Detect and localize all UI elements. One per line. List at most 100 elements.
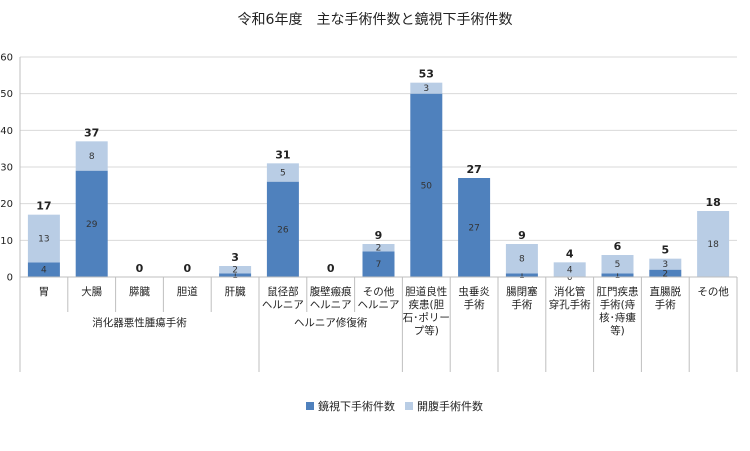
category-label: ヘルニア: [358, 299, 400, 311]
segment-data-label: 8: [519, 255, 525, 265]
y-axis: 0 10 20 30 40 50 60: [0, 53, 21, 284]
category-label: 胆道良性: [405, 285, 447, 298]
category-label: 腸閉塞: [506, 285, 538, 298]
segment-data-label: 13: [38, 235, 49, 245]
group-label: 消化器悪性腫瘍手術: [92, 316, 187, 329]
segment-data-label: 4: [41, 266, 47, 276]
category-label: その他: [363, 285, 395, 298]
bar-segment: [505, 244, 538, 274]
category-label: 鼠径部: [267, 285, 299, 298]
bar-segment: [553, 262, 586, 277]
segment-data-label: 1: [615, 271, 621, 281]
category-label: 肝臓: [225, 286, 246, 298]
segment-data-label: 5: [615, 260, 621, 270]
bar-total-label: 0: [327, 262, 335, 275]
bar-total-label: 0: [136, 262, 144, 275]
bar-segment: [362, 244, 395, 252]
segment-data-label: 26: [277, 225, 289, 235]
category-label: 虫垂炎: [458, 286, 490, 298]
segment-data-label: 2: [662, 269, 668, 279]
segment-data-label: 27: [468, 224, 479, 234]
bar-segment: [27, 262, 60, 277]
legend-entry: 鏡視下手術件数: [318, 399, 395, 413]
category-label: 膵臓: [129, 286, 150, 298]
bar-segment: [410, 93, 443, 278]
legend: 鏡視下手術件数 開腹手術件数: [306, 399, 483, 413]
segment-data-label: 4: [567, 266, 573, 276]
bar-total-label: 53: [419, 68, 434, 81]
y-tick-label: 50: [0, 89, 13, 100]
bar-total-label: 37: [84, 126, 99, 139]
bar-segment: [27, 214, 60, 263]
bar-total-label: 5: [661, 244, 669, 257]
x-axis: 胃大腸 膵臓 胆道 肝臓 鼠径部ヘルニア腹壁瘢痕ヘルニアその他ヘルニア胆道良性疾患(胆石…: [19, 276, 738, 372]
segment-data-label: 8: [89, 152, 95, 162]
y-tick-label: 40: [0, 126, 13, 137]
segment-data-label: 0: [567, 273, 573, 283]
segment-data-label: 5: [280, 169, 286, 179]
bar-total-label: 6: [614, 240, 622, 253]
bar-total-label: 27: [466, 163, 481, 176]
bar-total-label: 31: [275, 148, 290, 161]
bar-total-label: 17: [36, 200, 51, 213]
category-label: 手術: [655, 298, 676, 311]
bar-segment: [649, 269, 682, 277]
category-label: 大腸: [81, 285, 102, 298]
gridlines: [20, 56, 737, 278]
segment-data-label: 3: [662, 260, 668, 270]
category-label: 疾患(胆: [408, 298, 444, 311]
bar-segment: [75, 141, 108, 171]
group-label: ヘルニア修復術: [294, 316, 368, 329]
segment-data-label: 29: [86, 220, 98, 230]
bar-total-label: 18: [705, 196, 720, 209]
segment-data-label: 2: [376, 244, 382, 254]
legend-entry: 開腹手術件数: [417, 399, 483, 413]
bar-segment: [410, 82, 443, 94]
bar-segment: [458, 178, 491, 277]
segment-data-label: 2: [232, 266, 238, 276]
bar-segment: [219, 273, 252, 277]
category-label: 胃: [39, 286, 50, 298]
y-tick-label: 20: [0, 199, 13, 210]
y-tick-label: 0: [7, 273, 13, 284]
category-label: その他: [697, 285, 729, 298]
y-tick-label: 30: [0, 163, 13, 174]
bar-segment: [601, 255, 634, 274]
bar-segment: [75, 170, 108, 277]
legend-swatch: [306, 402, 314, 410]
bar-total-label: 4: [566, 247, 574, 260]
y-tick-label: 10: [0, 236, 13, 247]
category-label: 肛門疾患: [597, 285, 639, 298]
category-label: プ等): [414, 324, 439, 337]
segment-data-label: 3: [423, 84, 429, 94]
category-label: ヘルニア: [262, 299, 304, 311]
category-label: ヘルニア: [310, 299, 352, 311]
segment-data-label: 1: [232, 271, 238, 281]
category-label: 胆道: [177, 285, 198, 298]
bar-segment: [362, 251, 395, 277]
category-label: 核･痔瘻: [599, 311, 636, 324]
legend-swatch: [405, 402, 413, 410]
category-label: 石･ポリー: [403, 312, 450, 324]
category-label: 等): [610, 324, 625, 337]
category-label: 手術: [464, 298, 485, 311]
bar-total-label: 0: [183, 262, 191, 275]
bar-segment: [697, 211, 730, 277]
segment-data-label: 1: [519, 271, 525, 281]
bar-total-label: 9: [518, 229, 526, 242]
bar-segment: [266, 163, 299, 182]
category-label: 手術: [511, 298, 532, 311]
category-label: 消化管: [554, 285, 586, 298]
category-label: 手術(痔: [600, 298, 636, 311]
category-label: 穿孔手術: [549, 298, 591, 311]
category-label: 直腸脱: [650, 285, 682, 298]
chart-title: 令和6年度 主な手術件数と鏡視下手術件数: [238, 12, 513, 28]
y-tick-label: 60: [0, 53, 13, 64]
bar-segment: [266, 181, 299, 277]
bar-segment: [219, 266, 252, 274]
bar-segment: [505, 273, 538, 277]
category-label: 腹壁瘢痕: [310, 285, 352, 298]
